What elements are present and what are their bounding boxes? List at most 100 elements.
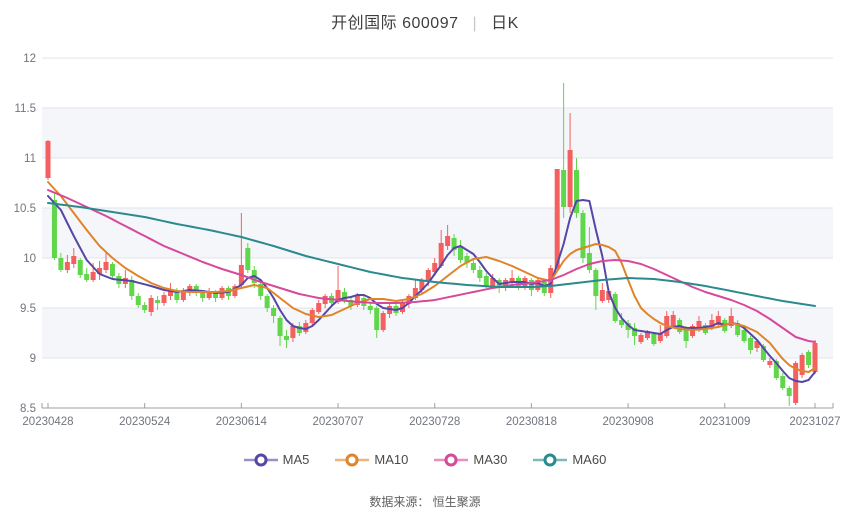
candle-body: [483, 276, 489, 286]
candle-20230511: [84, 268, 90, 282]
candle-20230504: [51, 194, 57, 260]
candle-body: [283, 336, 289, 340]
candle-body: [690, 326, 696, 336]
candle-20230907: [619, 313, 625, 328]
candle-body: [477, 270, 483, 278]
candle-body: [567, 150, 573, 207]
candle-body: [793, 363, 799, 403]
candle-body: [290, 326, 296, 338]
candle-body: [806, 352, 812, 365]
candle-20230523: [135, 293, 141, 308]
legend-item-ma10[interactable]: MA10: [335, 452, 408, 467]
candle-body: [748, 338, 754, 350]
candle-body: [715, 316, 721, 325]
legend-label: MA5: [282, 452, 310, 467]
candle-body: [412, 288, 418, 298]
candle-20230828: [567, 113, 573, 213]
candle-body: [709, 320, 715, 328]
candle-body: [632, 328, 638, 336]
legend-item-ma5[interactable]: MA5: [243, 452, 310, 467]
candle-20231010: [728, 308, 734, 328]
candle-20230814: [503, 278, 509, 291]
candle-20230731: [438, 230, 444, 268]
y-tick-label: 10.5: [14, 203, 36, 215]
candle-body: [644, 331, 650, 338]
x-tick-label: 20230524: [119, 416, 171, 428]
candle-body: [71, 256, 77, 264]
legend-label: MA60: [572, 452, 607, 467]
candle-body: [728, 316, 734, 326]
candle-20230821: [535, 278, 541, 292]
candle-20230908: [625, 320, 631, 338]
chart-legend: MA5 MA10 MA30 MA60: [0, 452, 850, 467]
candle-20230515: [97, 261, 103, 280]
candle-body: [451, 238, 457, 250]
candle-20231013: [748, 336, 754, 354]
candle-20230525: [148, 295, 154, 316]
ma60-line: [47, 202, 816, 307]
candle-20230529: [161, 292, 167, 306]
legend-item-ma60[interactable]: MA60: [533, 452, 606, 467]
candle-body: [200, 293, 206, 298]
candle-20230901: [593, 268, 599, 310]
candle-20231012: [741, 328, 747, 343]
candle-body: [103, 262, 109, 270]
candle-20230704: [316, 300, 322, 314]
candle-20230519: [122, 270, 128, 288]
candle-20230801: [445, 225, 451, 250]
candle-body: [528, 280, 534, 290]
candle-body: [58, 258, 64, 270]
candle-20231026: [806, 350, 812, 368]
candle-20230707: [335, 266, 341, 304]
candle-20230517: [109, 262, 115, 280]
candle-20230714: [367, 302, 373, 314]
candle-body: [180, 291, 186, 300]
candle-body: [735, 323, 741, 335]
candle-body: [657, 333, 663, 341]
candle-body: [51, 200, 57, 258]
y-tick-label: 9: [30, 353, 36, 365]
legend-item-ma30[interactable]: MA30: [434, 452, 507, 467]
candle-20230619: [258, 282, 264, 300]
candle-20230811: [496, 278, 502, 293]
candle-20230804: [464, 253, 470, 268]
candle-20230928: [715, 311, 721, 327]
candle-body: [77, 260, 83, 275]
candle-20230621: [271, 305, 277, 323]
candle-body: [148, 298, 154, 312]
candle-body: [374, 308, 380, 330]
candle-body: [464, 256, 470, 263]
candle-body: [167, 290, 173, 296]
candle-body: [367, 306, 373, 310]
x-tick-label: 20230614: [216, 416, 268, 428]
candle-body: [599, 290, 605, 301]
x-tick-label: 20230908: [602, 416, 653, 428]
candle-20230522: [129, 276, 135, 300]
candle-body: [213, 292, 219, 298]
band: [42, 108, 833, 158]
candle-body: [155, 300, 161, 303]
candle-body: [174, 292, 180, 300]
candle-body: [767, 361, 773, 365]
y-tick-label: 10: [23, 253, 36, 265]
candle-body: [341, 292, 347, 300]
candle-20230524: [142, 302, 148, 313]
candle-20231025: [799, 353, 805, 378]
candle-body: [432, 263, 438, 272]
x-tick-label: 20231009: [699, 416, 750, 428]
candle-20230807: [470, 259, 476, 273]
candle-body: [335, 290, 341, 302]
candle-20230428: [45, 140, 51, 180]
candle-20230922: [690, 324, 696, 338]
candle-20230815: [509, 270, 515, 286]
candle-20230803: [458, 240, 464, 263]
candle-body: [535, 280, 541, 290]
candle-20230914: [651, 332, 657, 346]
candle-body: [245, 248, 251, 270]
candle-20230627: [283, 330, 289, 348]
candle-20230912: [638, 333, 644, 344]
candle-body: [773, 361, 779, 378]
candle-20230718: [380, 311, 386, 332]
y-axis-labels: 12 11.5 11 10.5 10 9.5 9 8.5: [14, 53, 36, 415]
